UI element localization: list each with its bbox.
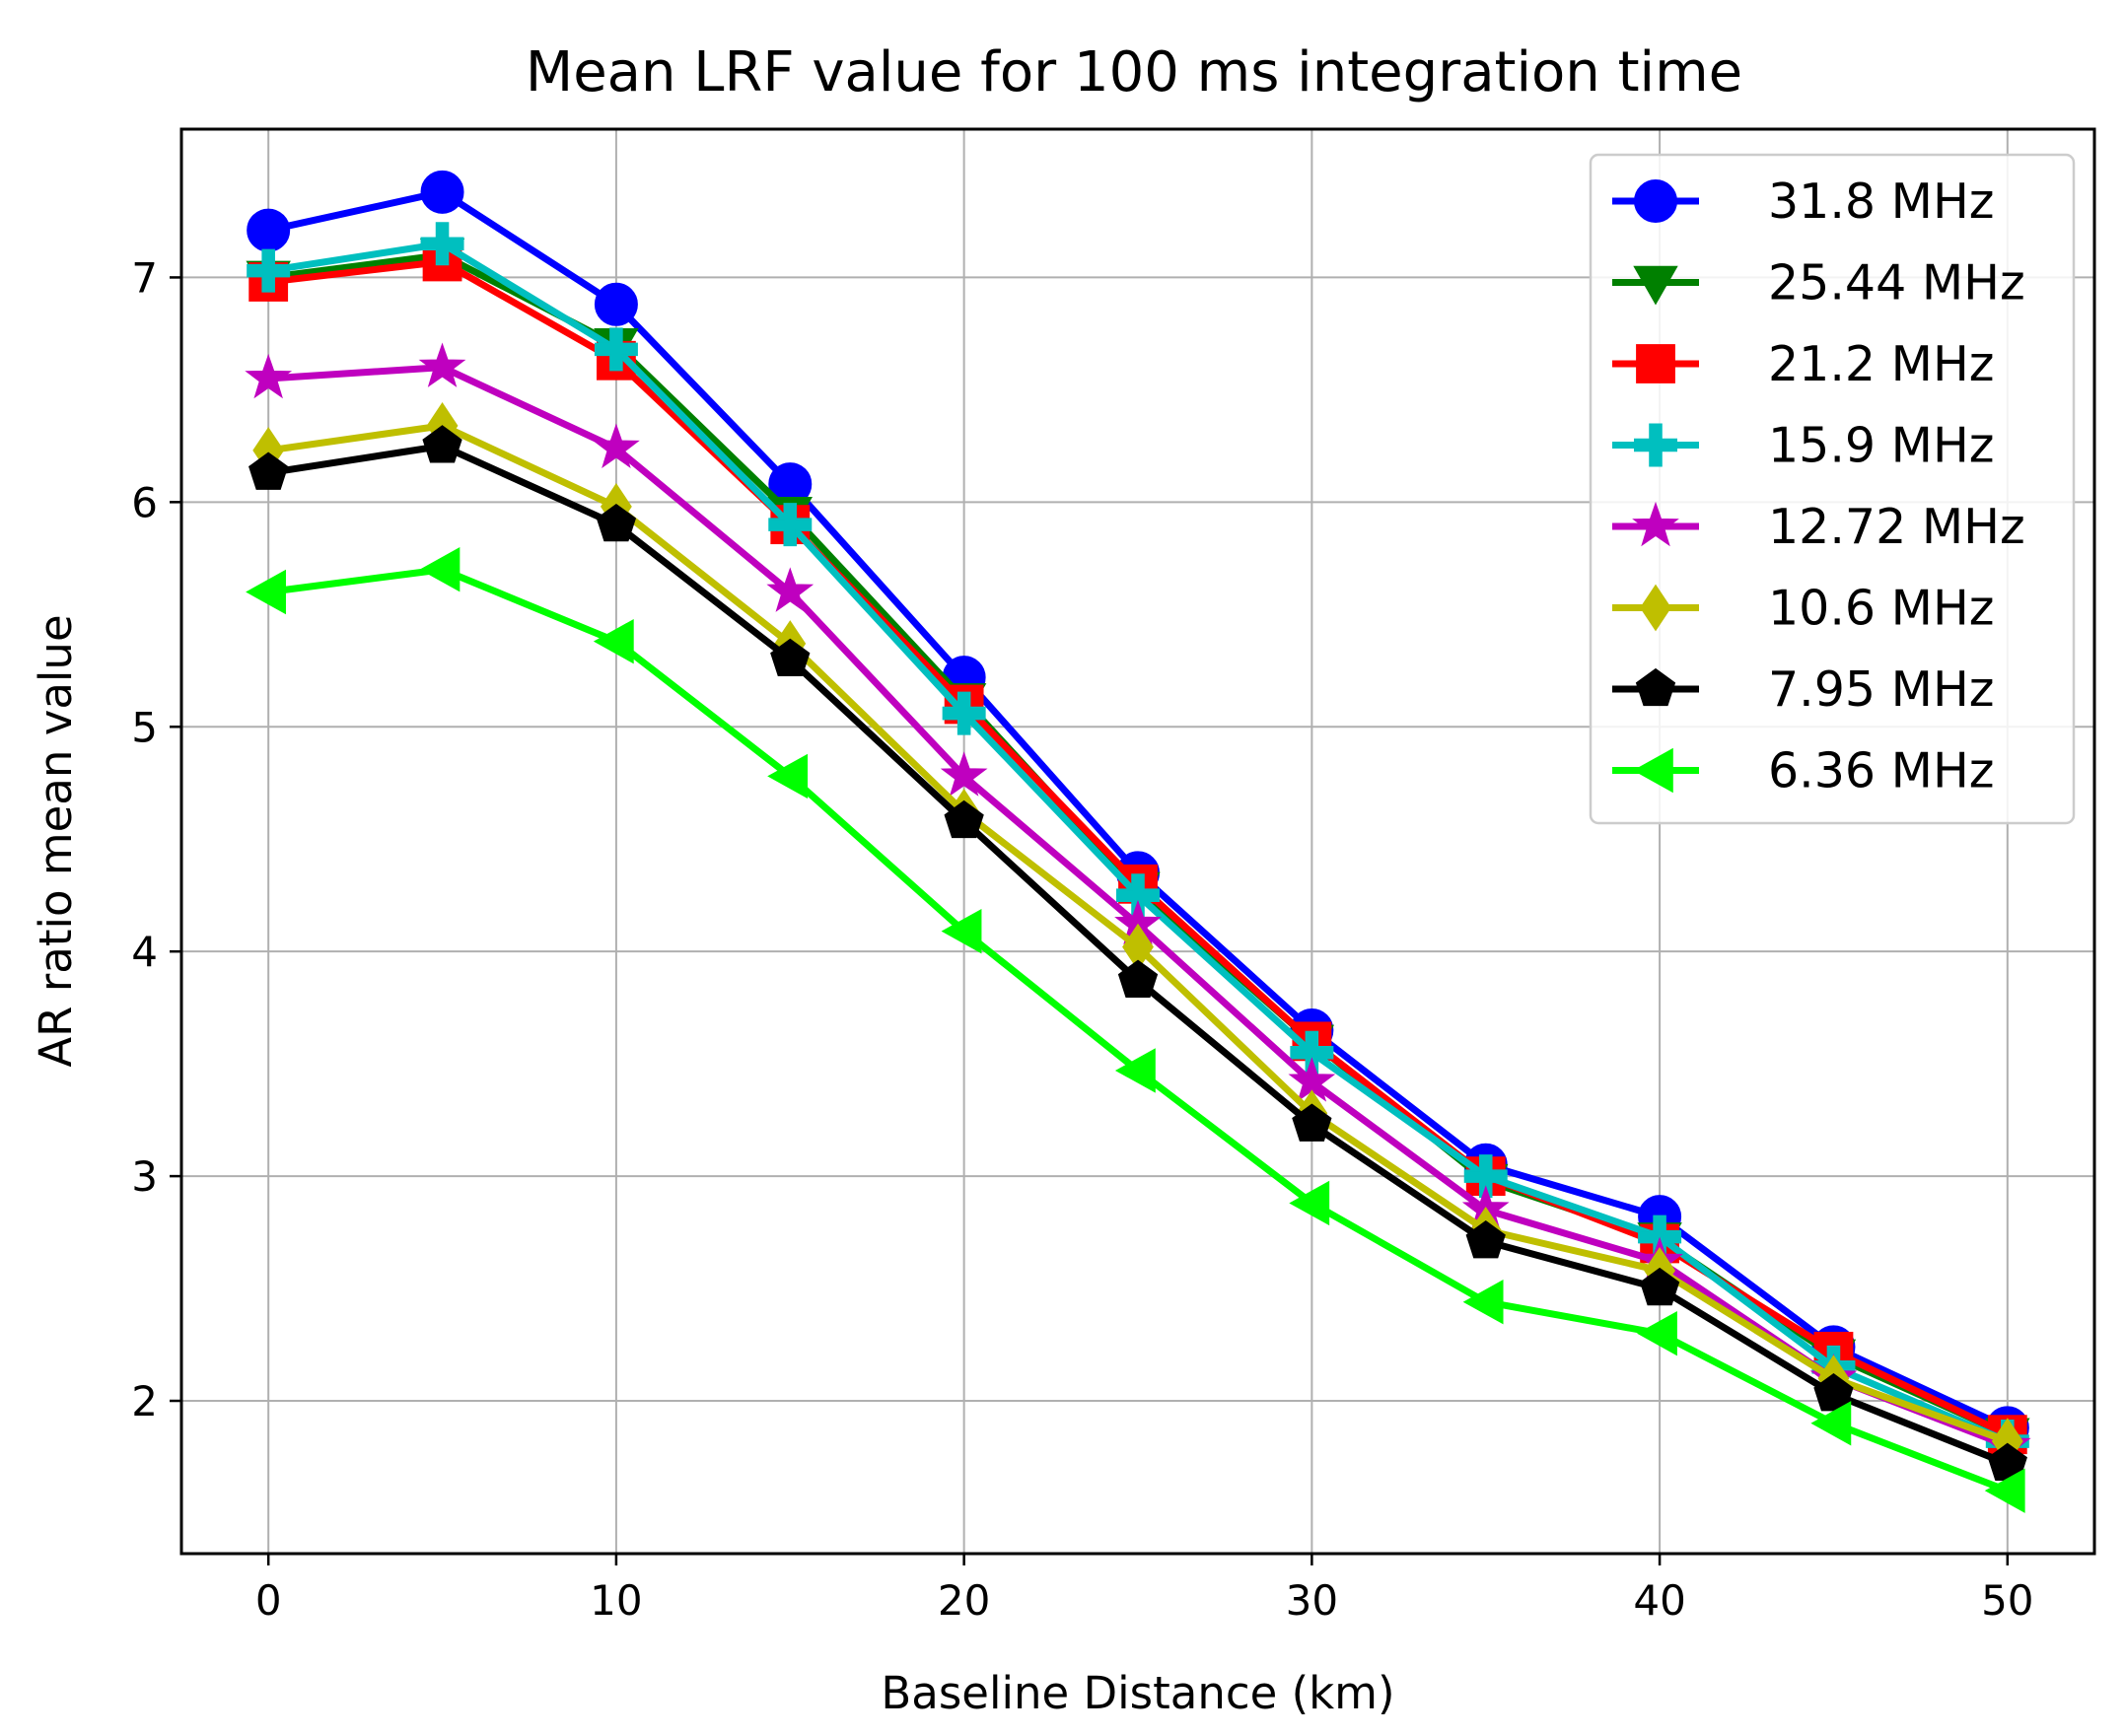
data-point [418,342,466,387]
data-point [594,282,638,326]
data-point [942,691,986,735]
data-point [420,170,464,214]
data-point [770,638,811,677]
x-tick-label: 20 [938,1576,990,1625]
legend-label: 7.95 MHz [1768,661,1995,718]
legend-label: 21.2 MHz [1768,336,1995,392]
data-point [1462,1280,1504,1325]
data-point [593,618,634,664]
data-point [1810,1401,1852,1446]
legend-marker [1632,747,1673,794]
data-point [419,547,460,592]
data-point [1117,959,1159,998]
data-point [1289,1180,1330,1226]
data-point [247,248,291,293]
legend-entry-21-2-mhz: 21.2 MHz [1612,336,1995,392]
x-tick-label: 0 [255,1576,282,1625]
x-tick-label: 40 [1633,1576,1685,1625]
legend-marker [1634,179,1677,223]
x-tick-label: 30 [1286,1576,1338,1625]
legend-entry-25-44-mhz: 25.44 MHz [1612,255,2025,312]
legend-entry-31-8-mhz: 31.8 MHz [1612,174,1995,230]
chart-title: Mean LRF value for 100 ms integration ti… [526,40,1742,104]
y-tick-label: 6 [131,478,158,526]
legend: 31.8 MHz 25.44 MHz 21.2 MHz 15.9 MHz 12.72 M… [1589,153,2076,825]
data-point [247,208,291,252]
series-layer [245,170,2031,1513]
y-axis-label: AR ratio mean value [30,614,82,1067]
legend-marker [1636,344,1675,383]
data-point [944,799,984,839]
data-point [422,425,462,463]
legend-label: 10.6 MHz [1768,581,1995,637]
y-tick-label: 7 [131,253,158,302]
legend-marker [1632,501,1679,547]
y-tick-label: 5 [131,703,158,751]
axis-ticks: 0 10 20 30 40 50 2 3 4 5 6 7 [131,253,2033,1625]
data-point [940,751,988,797]
legend-entry-7-95-mhz: 7.95 MHz [1612,661,1995,718]
series-7-95-mhz [248,425,2027,1481]
legend-marker [1633,265,1678,306]
plot-frame [179,127,2096,1556]
data-point [1292,1103,1332,1142]
data-point [1290,1030,1334,1075]
legend-box [1589,153,2076,825]
data-point [1465,1220,1506,1259]
legend-marker [1634,423,1677,467]
data-point [593,423,640,468]
legend-entry-15-9-mhz: 15.9 MHz [1612,418,1995,474]
data-point [1639,1267,1680,1306]
legend-entry-6-36-mhz: 6.36 MHz [1612,743,1995,799]
legend-label: 25.44 MHz [1768,255,2025,312]
data-point [1116,873,1160,918]
data-point [596,503,637,542]
data-point [766,567,815,612]
x-tick-label: 50 [1981,1576,2033,1625]
data-point [1984,1468,2025,1513]
series-6-36-mhz [246,547,2025,1513]
data-point [246,569,286,615]
y-tick-label: 2 [131,1377,158,1425]
x-tick-label: 10 [590,1576,642,1625]
legend-label: 15.9 MHz [1768,418,1995,474]
data-point [248,451,289,490]
legend-entry-12-72-mhz: 12.72 MHz [1612,499,2025,555]
data-point [768,503,813,547]
data-point [245,353,293,399]
legend-marker [1635,667,1676,707]
data-point [420,222,464,266]
legend-label: 31.8 MHz [1768,174,1995,230]
legend-label: 12.72 MHz [1768,499,2025,555]
legend-label: 6.36 MHz [1768,743,1995,799]
data-point [1114,1048,1156,1093]
x-axis-label: Baseline Distance (km) [881,1667,1394,1719]
legend-marker [1640,584,1671,632]
data-point [941,908,982,954]
y-tick-label: 3 [131,1152,158,1201]
data-point [1637,1310,1677,1356]
y-tick-label: 4 [131,928,158,976]
data-point [1813,1372,1854,1412]
data-point [1463,1154,1508,1199]
data-point [594,327,638,372]
data-point [767,753,809,799]
legend-entry-10-6-mhz: 10.6 MHz [1612,581,1995,637]
